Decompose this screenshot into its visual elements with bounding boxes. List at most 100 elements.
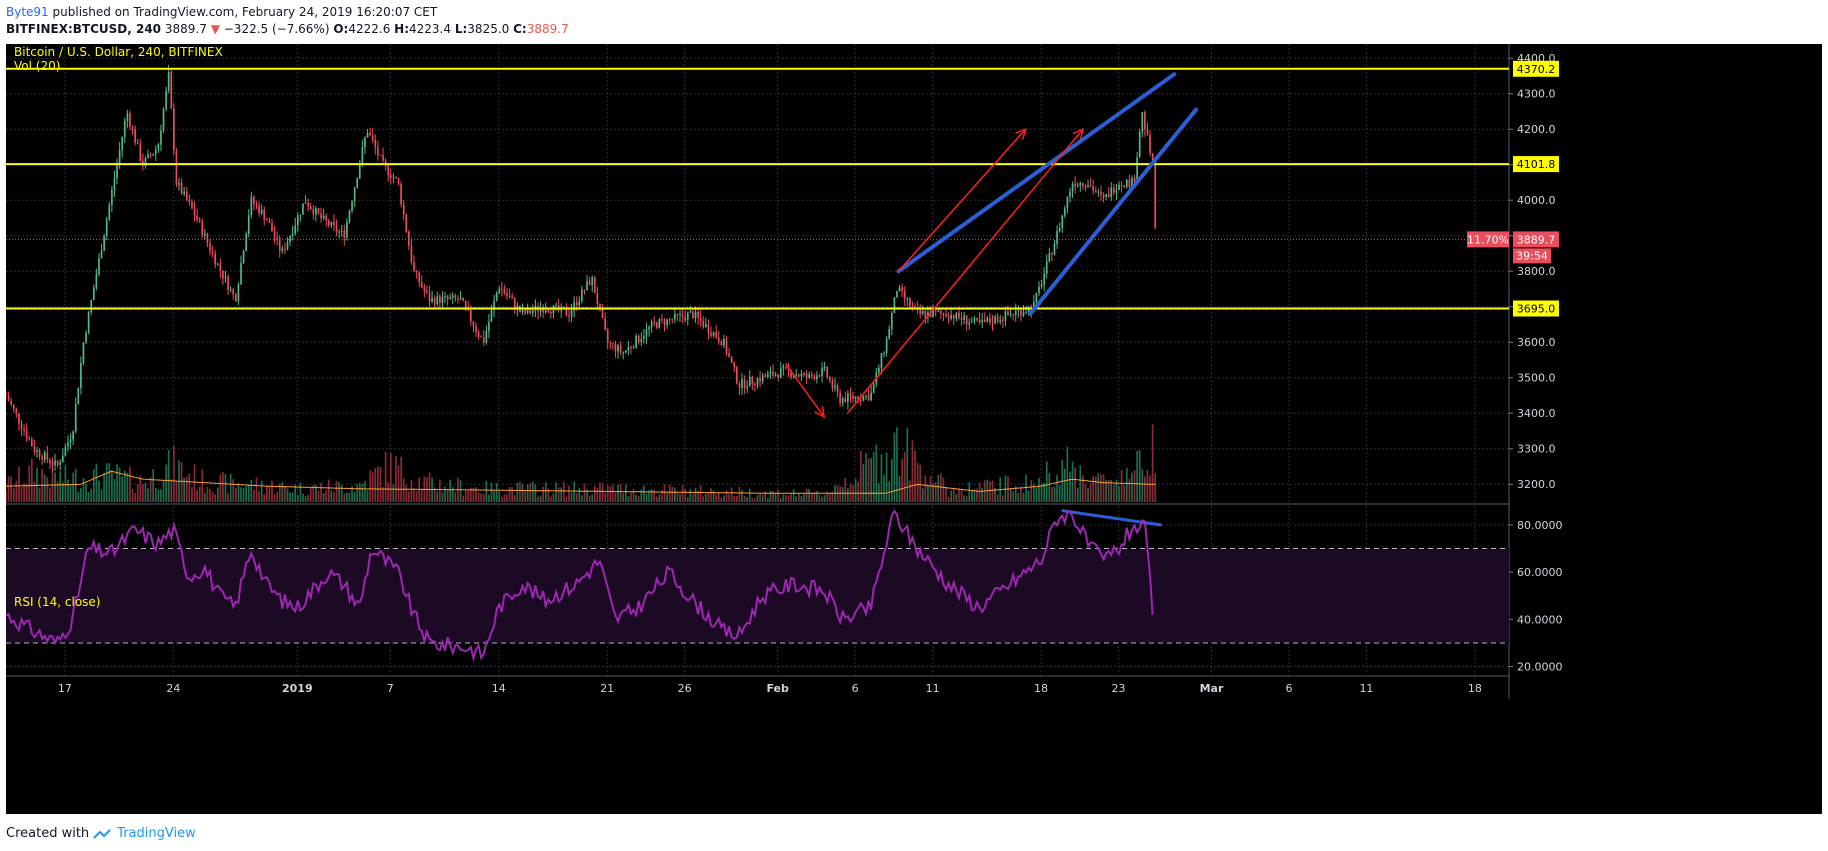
volume-bar <box>134 492 136 502</box>
candle-body <box>431 297 433 302</box>
volume-bar <box>276 491 278 502</box>
candle-body <box>371 134 374 141</box>
drawings[interactable] <box>784 72 1199 527</box>
candle-body <box>397 177 400 184</box>
candle-body <box>30 439 33 447</box>
candle-body <box>1022 312 1025 316</box>
close-label: C: <box>513 22 527 36</box>
candle-body <box>901 287 903 291</box>
volume-bar <box>622 493 625 502</box>
volume-bar <box>524 489 526 502</box>
candle-body <box>506 293 508 296</box>
candle-body <box>180 182 183 194</box>
volume-bar <box>325 490 328 502</box>
candle-body <box>139 144 142 161</box>
volume-bar <box>1144 476 1146 502</box>
candle-body <box>296 215 299 226</box>
volume-bar <box>382 487 384 502</box>
candle-body <box>170 72 173 109</box>
volume-bar <box>1120 469 1123 502</box>
volume-bar <box>364 481 366 502</box>
time-tick-label: 6 <box>1285 682 1292 695</box>
time-tick-label: 17 <box>58 682 72 695</box>
candle-body <box>565 308 568 316</box>
candle-body <box>885 338 888 353</box>
volume-bar <box>945 486 947 502</box>
high-label: H: <box>394 22 410 36</box>
time-tick-label: Mar <box>1200 682 1224 695</box>
candle-body <box>717 337 720 342</box>
volume-bar <box>23 483 25 502</box>
volume-bar <box>694 487 697 502</box>
candle-body <box>847 393 849 402</box>
candle-body <box>1056 230 1058 244</box>
candle-body <box>1118 185 1120 190</box>
candle-body <box>818 375 821 377</box>
main-title: Bitcoin / U.S. Dollar, 240, BITFINEX <box>14 45 223 59</box>
volume-bar <box>204 492 206 502</box>
volume-bar <box>1063 468 1066 502</box>
volume-bar <box>111 470 113 502</box>
volume-bar <box>98 480 100 502</box>
tradingview-link[interactable]: TradingView <box>117 826 196 841</box>
publish-line: Byte91 published on TradingView.com, Feb… <box>6 5 437 19</box>
candle-body <box>1123 185 1126 187</box>
volume-bar <box>477 492 480 502</box>
candle-body <box>315 208 317 215</box>
price-tick-label: 3200.0 <box>1517 478 1556 491</box>
volume-bar <box>847 488 849 502</box>
volume-bar <box>157 489 160 502</box>
volume-bar <box>464 490 467 502</box>
volume-bar <box>596 487 599 502</box>
candle-body <box>185 191 188 201</box>
candle-body <box>707 324 710 333</box>
candle-body <box>761 375 764 382</box>
volume-bar <box>348 492 351 502</box>
candle-body <box>387 165 390 176</box>
volume-bar <box>10 476 13 502</box>
volume-bar <box>575 493 578 502</box>
rsi-tick-label: 60.0000 <box>1517 566 1563 579</box>
volume-bar <box>317 490 320 502</box>
candle-body <box>958 312 960 318</box>
volume-bar <box>599 482 601 502</box>
candle-body <box>214 253 217 265</box>
last-price-label: 3889.7 <box>1517 233 1556 246</box>
price-tick-label: 3400.0 <box>1517 407 1556 420</box>
volume-bar <box>940 473 942 502</box>
candle-body <box>583 289 586 291</box>
volume-bar <box>996 494 999 502</box>
volume-bar <box>152 469 155 502</box>
candle-body <box>674 314 676 320</box>
candle-body <box>358 164 361 179</box>
volume-bar <box>521 484 524 502</box>
candle-body <box>242 250 245 263</box>
candle-body <box>790 370 792 377</box>
candle-body <box>909 298 911 306</box>
candle-body <box>294 225 297 234</box>
candle-body <box>56 460 59 465</box>
candle-body <box>1151 153 1154 160</box>
candle-body <box>493 300 495 310</box>
volume-bar <box>779 498 782 502</box>
volume-bar <box>715 494 718 502</box>
candle-body <box>689 311 692 313</box>
volume-bar <box>219 474 222 502</box>
candle-body <box>82 342 85 363</box>
volume-bar <box>901 458 903 502</box>
volume-bar <box>126 472 129 502</box>
volume-bar <box>738 486 741 502</box>
volume-bar <box>862 463 865 502</box>
volume-bar <box>188 473 191 502</box>
volume-bar <box>281 482 284 502</box>
volume-bar <box>439 479 441 502</box>
volume-bar <box>581 495 583 502</box>
candle-body <box>1001 320 1004 322</box>
volume-bar <box>725 490 728 502</box>
author-link[interactable]: Byte91 <box>6 5 49 19</box>
volume-bar <box>746 496 749 502</box>
volume-bar <box>144 482 147 502</box>
candle-body <box>570 310 573 317</box>
